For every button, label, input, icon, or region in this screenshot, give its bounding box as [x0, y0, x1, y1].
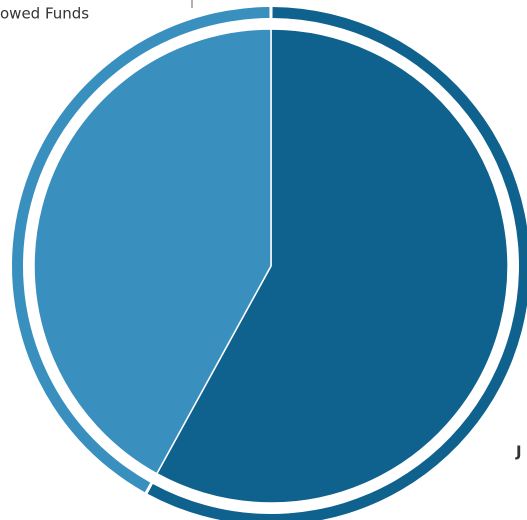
- pie-slice: [33, 28, 272, 475]
- slice-label: owed Funds: [0, 5, 89, 23]
- pie-slice: [155, 28, 509, 504]
- slice-label: J: [515, 443, 522, 461]
